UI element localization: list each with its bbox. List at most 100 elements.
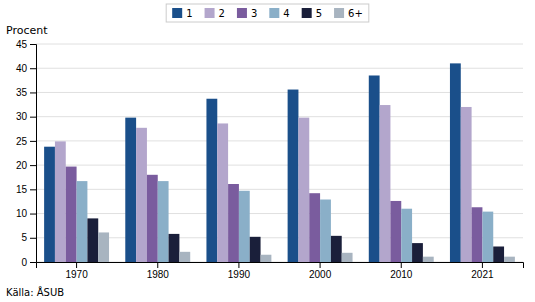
legend-swatch bbox=[302, 8, 312, 18]
x-tick: 1970 bbox=[65, 262, 88, 280]
legend-item: 5 bbox=[302, 8, 322, 19]
bar bbox=[206, 99, 217, 262]
y-tick-mark bbox=[30, 117, 36, 118]
x-tick: 2021 bbox=[471, 262, 494, 280]
y-tick: 25 bbox=[16, 136, 36, 147]
x-tick-label: 2010 bbox=[390, 269, 413, 280]
legend-swatch bbox=[237, 8, 247, 18]
bar bbox=[55, 141, 66, 262]
bar bbox=[77, 181, 88, 262]
bar bbox=[450, 63, 461, 262]
bar-series bbox=[66, 167, 483, 262]
y-tick-label: 10 bbox=[16, 208, 28, 219]
bars bbox=[44, 63, 515, 262]
bar bbox=[44, 147, 55, 262]
y-tick-label: 30 bbox=[16, 111, 28, 122]
y-tick-label: 40 bbox=[16, 63, 28, 74]
y-tick-mark bbox=[30, 92, 36, 93]
x-tick: 1980 bbox=[147, 262, 170, 280]
legend-label: 3 bbox=[251, 8, 257, 19]
chart-svg: 0510152025303540451970198019902000201020… bbox=[0, 0, 535, 302]
bar bbox=[493, 246, 504, 262]
bar bbox=[369, 75, 380, 262]
chart-container: 0510152025303540451970198019902000201020… bbox=[0, 0, 535, 302]
y-tick-mark bbox=[30, 165, 36, 166]
bar bbox=[217, 123, 228, 262]
legend-label: 6+ bbox=[348, 8, 363, 19]
y-tick: 40 bbox=[16, 63, 36, 74]
legend-swatch bbox=[172, 8, 182, 18]
legend-label: 5 bbox=[316, 8, 322, 19]
bar bbox=[179, 252, 190, 262]
legend-frame bbox=[166, 4, 369, 22]
x-tick-mark bbox=[401, 262, 402, 268]
y-tick: 45 bbox=[16, 39, 36, 50]
y-tick-mark bbox=[30, 262, 36, 263]
y-tick-mark bbox=[30, 238, 36, 239]
bar bbox=[331, 236, 342, 262]
y-tick-label: 20 bbox=[16, 160, 28, 171]
y-tick-label: 35 bbox=[16, 87, 28, 98]
bar bbox=[380, 105, 391, 262]
bar bbox=[504, 257, 515, 262]
x-tick-mark bbox=[238, 262, 239, 268]
bar bbox=[98, 232, 109, 262]
x-tick-mark bbox=[157, 262, 158, 268]
x-tick-mark bbox=[320, 262, 321, 268]
x-tick-label: 2021 bbox=[471, 269, 494, 280]
bar bbox=[125, 118, 136, 262]
legend-item: 6+ bbox=[334, 8, 363, 19]
legend: 1 2 3 4 5 6+ bbox=[166, 4, 369, 22]
x-tick-label: 2000 bbox=[309, 269, 332, 280]
y-tick: 20 bbox=[16, 160, 36, 171]
grid-line bbox=[36, 44, 523, 45]
annotation: Källa: ÅSUB bbox=[6, 286, 64, 298]
bar bbox=[250, 237, 261, 262]
y-tick: 15 bbox=[16, 184, 36, 195]
x-tick-mark bbox=[482, 262, 483, 268]
x-tick: 1990 bbox=[228, 262, 251, 280]
bar bbox=[482, 212, 493, 262]
bar bbox=[390, 201, 401, 262]
bar bbox=[136, 128, 147, 262]
legend-label: 2 bbox=[219, 8, 225, 19]
y-tick: 30 bbox=[16, 111, 36, 122]
y-label: Procent bbox=[6, 24, 48, 37]
bar bbox=[147, 175, 158, 262]
bar-series bbox=[77, 181, 494, 262]
plot-area: 0 5 10 15 20 25 30 35 40 45 1970 1980 1990 2000 2010 20… bbox=[16, 39, 524, 280]
legend-item: 3 bbox=[237, 8, 257, 19]
y-tick: 35 bbox=[16, 87, 36, 98]
y-tick-mark bbox=[30, 44, 36, 45]
bar bbox=[87, 218, 98, 262]
y-tick-label: 0 bbox=[21, 257, 27, 268]
y-tick: 5 bbox=[21, 232, 36, 243]
x-tick-label: 1970 bbox=[65, 269, 88, 280]
legend-item: 1 bbox=[172, 8, 192, 19]
x-tick-label: 1990 bbox=[228, 269, 251, 280]
y-tick: 0 bbox=[21, 257, 36, 268]
bar bbox=[169, 234, 180, 262]
bar bbox=[412, 243, 423, 262]
legend-label: 1 bbox=[186, 8, 192, 19]
legend-swatch bbox=[334, 8, 344, 18]
bar-series bbox=[98, 232, 515, 262]
bar bbox=[261, 255, 272, 262]
y-tick-label: 15 bbox=[16, 184, 28, 195]
y-tick: 10 bbox=[16, 208, 36, 219]
y-tick-label: 5 bbox=[21, 232, 27, 243]
bar bbox=[298, 118, 309, 262]
bar bbox=[472, 207, 483, 262]
legend-swatch bbox=[205, 8, 215, 18]
bar-series bbox=[44, 63, 461, 262]
x-axis: 1970 1980 1990 2000 2010 2021 bbox=[37, 262, 524, 280]
x-tick: 2000 bbox=[309, 262, 332, 280]
x-tick: 2010 bbox=[390, 262, 413, 280]
y-tick-label: 45 bbox=[16, 39, 28, 50]
bar bbox=[228, 184, 239, 262]
x-tick-mark bbox=[76, 262, 77, 268]
legend-label: 4 bbox=[283, 8, 289, 19]
y-tick-mark bbox=[30, 141, 36, 142]
bar-series bbox=[87, 218, 504, 262]
bar bbox=[320, 200, 331, 262]
